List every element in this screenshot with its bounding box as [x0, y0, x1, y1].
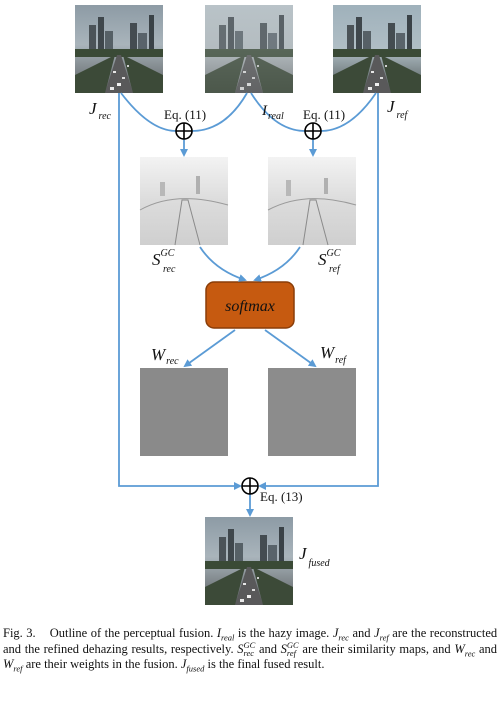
plus-node-left — [175, 122, 193, 140]
image-j-rec — [75, 5, 163, 93]
arrow-softmax-to-w-ref — [264, 329, 317, 368]
arrow-j-ref-to-plus-right — [320, 92, 377, 132]
caption-fig-number: Fig. 3. — [3, 626, 36, 640]
label-s-ref: SGC ref — [318, 248, 341, 275]
figure-caption: Fig. 3. Outline of the perceptual fusion… — [3, 626, 498, 674]
plus-node-fusion — [241, 477, 259, 495]
image-j-fused — [205, 517, 293, 605]
arrow-j-rec-to-plus-left — [120, 92, 177, 132]
eq13-label: Eq. (13) — [260, 489, 303, 504]
eq11-right-label: Eq. (11) — [303, 107, 345, 122]
connections — [118, 92, 379, 517]
softmax-label: softmax — [225, 298, 275, 315]
weight-map-ref — [268, 368, 356, 456]
plus-node-right — [304, 122, 322, 140]
label-i-real: Ireal — [261, 103, 284, 122]
label-j-fused: Jfused — [299, 544, 331, 569]
label-w-rec: Wrec — [151, 345, 179, 367]
arrow-sim-ref-to-softmax — [253, 246, 301, 282]
arrow-j-ref-to-fusion — [258, 93, 379, 490]
label-w-ref: Wref — [320, 343, 347, 366]
image-i-real — [205, 5, 293, 93]
softmax-box — [205, 281, 295, 329]
image-j-ref — [333, 5, 421, 93]
arrow-i-real-to-plus-right — [250, 92, 306, 132]
label-s-rec: SGC rec — [152, 248, 176, 275]
similarity-map-rec — [139, 157, 229, 246]
arrow-sim-rec-to-softmax — [199, 246, 247, 282]
arrow-i-real-to-plus-left — [191, 92, 248, 132]
weight-map-rec — [140, 368, 228, 456]
arrow-j-rec-to-fusion — [118, 93, 242, 490]
eq11-left-label: Eq. (11) — [164, 107, 206, 122]
perceptual-fusion-diagram: softmax Eq. (11) Eq. (11) Eq. (13) Jrec … — [75, 5, 421, 605]
arrow-softmax-to-w-rec — [183, 329, 236, 368]
similarity-map-ref — [267, 157, 357, 246]
